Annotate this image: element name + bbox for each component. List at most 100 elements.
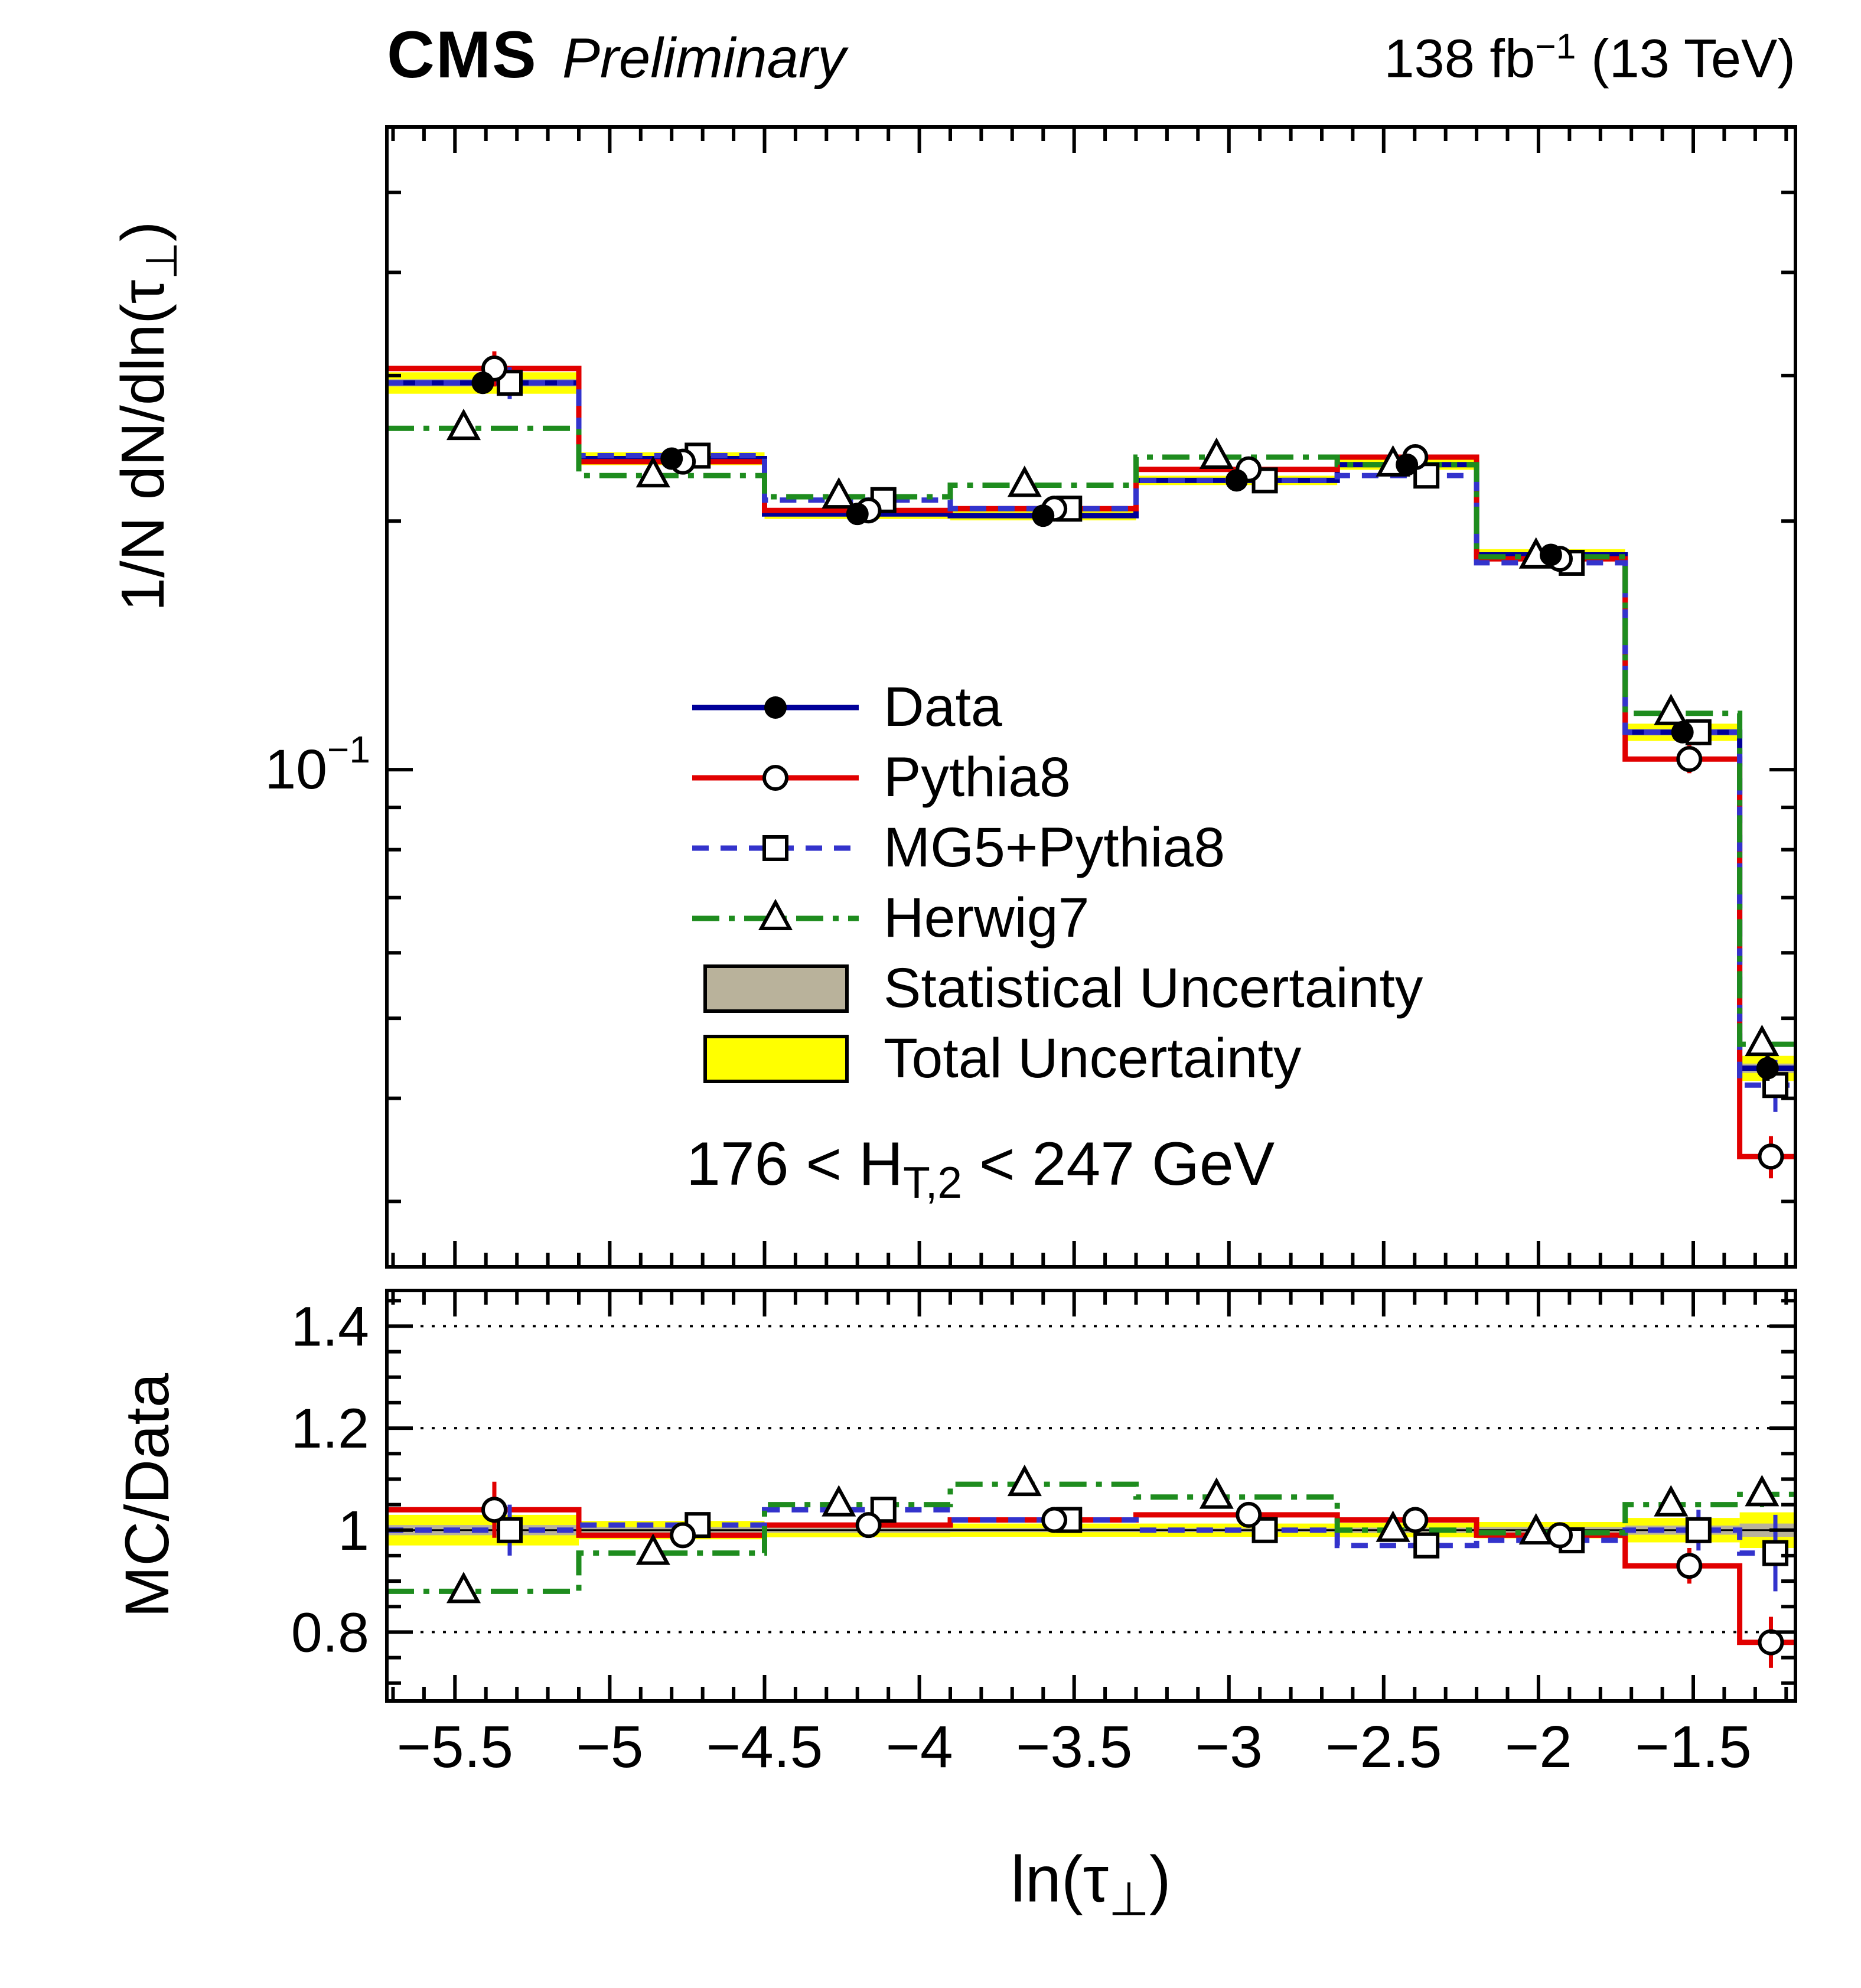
- legend-label-herwig7: Herwig7: [884, 887, 1090, 949]
- ratio-y-tick-label: 0.8: [291, 1601, 369, 1664]
- data-marker: [1032, 504, 1055, 527]
- data-marker: [660, 447, 683, 470]
- x-axis-title-sub: ⊥: [1109, 1872, 1150, 1925]
- legend-label-total: Total Uncertainty: [884, 1027, 1302, 1090]
- lumi-prefix: 138 fb: [1384, 29, 1536, 89]
- lumi-exponent: −1: [1535, 26, 1576, 67]
- legend-item-data: Data: [684, 672, 1423, 742]
- pythia8-marker-swatch: [692, 764, 859, 791]
- data-marker: [846, 503, 869, 526]
- y-axis-title-top: 1/N dN/dln(τ⊥): [108, 221, 187, 612]
- ratio-panel: [387, 1325, 1795, 1668]
- histogram-herwig7: [387, 425, 1795, 1047]
- legend-label-data: Data: [884, 676, 1002, 738]
- pythia8-marker: [1236, 1501, 1262, 1528]
- legend-item-total-uncertainty: Total Uncertainty: [684, 1024, 1423, 1094]
- x-tick-label: −4: [886, 1714, 953, 1780]
- x-axis-title-text: ln(τ: [1011, 1843, 1109, 1916]
- ratio-y-tick-label: 1.2: [291, 1397, 369, 1460]
- data-marker: [1539, 543, 1562, 566]
- data-marker: [1671, 721, 1694, 744]
- y-axis-title-ratio: MC/Data: [113, 1373, 182, 1618]
- selection-label: 176 < HT,2 < 247 GeV: [686, 1129, 1275, 1208]
- legend-item-pythia8: Pythia8: [684, 742, 1423, 813]
- pythia8-marker: [1676, 746, 1703, 773]
- herwig7-marker: [1007, 1464, 1042, 1497]
- ratio-y-tick-label: 1: [338, 1500, 369, 1562]
- x-tick-label: −5: [576, 1714, 643, 1780]
- cms-logo-text: CMS: [387, 18, 537, 92]
- mg5-marker: [496, 1517, 523, 1543]
- lumi-suffix: (13 TeV): [1576, 29, 1795, 89]
- herwig7-marker: [1199, 437, 1234, 469]
- herwig7-marker: [1007, 465, 1042, 497]
- y-axis-title-sub: ⊥: [136, 242, 186, 280]
- legend-label-pythia8: Pythia8: [884, 746, 1071, 809]
- y-axis-title-close: ): [109, 221, 177, 242]
- panel-frame: [385, 1289, 1797, 1703]
- data-marker: [1396, 453, 1419, 476]
- ratio-line-mg5: [387, 1507, 1795, 1556]
- ratio-y-tick-label: 1.4: [291, 1295, 369, 1358]
- x-tick-label: −5.5: [397, 1714, 513, 1780]
- x-axis-title-close: ): [1149, 1843, 1171, 1916]
- data-marker-swatch: [692, 696, 859, 719]
- mg5-marker: [1251, 1517, 1278, 1543]
- mg5-marker: [1685, 1517, 1712, 1543]
- pythia8-marker: [670, 1522, 696, 1549]
- pythia8-marker: [481, 1497, 507, 1523]
- luminosity-label: 138 fb−1 (13 TeV): [1384, 25, 1795, 90]
- mg5-marker: [1413, 1532, 1440, 1559]
- herwig7-marker: [1376, 1510, 1410, 1542]
- y-axis-title-text: 1/N dN/dln(τ: [109, 279, 177, 612]
- x-tick-label: −2: [1505, 1714, 1572, 1780]
- pythia8-marker: [1546, 1522, 1573, 1549]
- y-tick-label-exponent: 10−1: [265, 728, 370, 801]
- pythia8-marker: [1758, 1143, 1784, 1170]
- legend-item-mg5: MG5+Pythia8: [684, 813, 1423, 883]
- herwig7-marker: [446, 1572, 481, 1604]
- x-tick-label: −2.5: [1325, 1714, 1442, 1780]
- herwig7-marker: [635, 456, 670, 488]
- legend-item-stat-uncertainty: Statistical Uncertainty: [684, 953, 1423, 1024]
- stat-uncertainty-swatch: [703, 964, 849, 1013]
- pythia8-marker: [855, 1512, 882, 1539]
- selection-subscript: T,2: [903, 1157, 963, 1207]
- mg5-marker: [1762, 1540, 1789, 1566]
- herwig7-marker: [1745, 1024, 1779, 1057]
- legend-label-mg5: MG5+Pythia8: [884, 816, 1226, 879]
- x-tick-label: −3.5: [1016, 1714, 1132, 1780]
- herwig7-marker-swatch: [692, 898, 859, 930]
- x-tick-label: −3: [1195, 1714, 1263, 1780]
- herwig7-marker: [1654, 1485, 1689, 1517]
- herwig7-marker: [1518, 1513, 1553, 1545]
- pythia8-marker: [1041, 1507, 1068, 1533]
- data-marker: [1225, 469, 1248, 492]
- figure-header: CMS Preliminary 138 fb−1 (13 TeV): [387, 17, 1795, 93]
- total-uncertainty-swatch: [703, 1034, 849, 1083]
- herwig7-marker: [822, 477, 856, 509]
- x-tick-label: −4.5: [706, 1714, 823, 1780]
- mg5-marker-swatch: [692, 835, 859, 861]
- herwig7-marker: [1745, 1475, 1779, 1507]
- panel-frame: [385, 125, 1797, 1269]
- pythia8-marker: [1676, 1553, 1703, 1579]
- preliminary-label: Preliminary: [562, 27, 846, 90]
- pythia8-marker: [1758, 1629, 1784, 1655]
- herwig7-marker: [1654, 693, 1689, 725]
- ratio-line-herwig7: [387, 1481, 1795, 1594]
- top-panel: [387, 351, 1795, 1179]
- herwig7-marker: [635, 1533, 670, 1565]
- legend: Data Pythia8 MG5+Pythia8 Herwig7 Statist…: [684, 672, 1423, 1094]
- data-marker: [1756, 1057, 1779, 1080]
- selection-suffix: < 247 GeV: [962, 1130, 1275, 1198]
- herwig7-marker: [446, 408, 481, 441]
- herwig7-marker: [822, 1485, 856, 1517]
- legend-label-stat: Statistical Uncertainty: [884, 957, 1423, 1019]
- pythia8-marker: [1402, 1507, 1429, 1533]
- herwig7-marker: [1199, 1477, 1234, 1509]
- legend-item-herwig7: Herwig7: [684, 883, 1423, 953]
- x-tick-label: −1.5: [1635, 1714, 1751, 1780]
